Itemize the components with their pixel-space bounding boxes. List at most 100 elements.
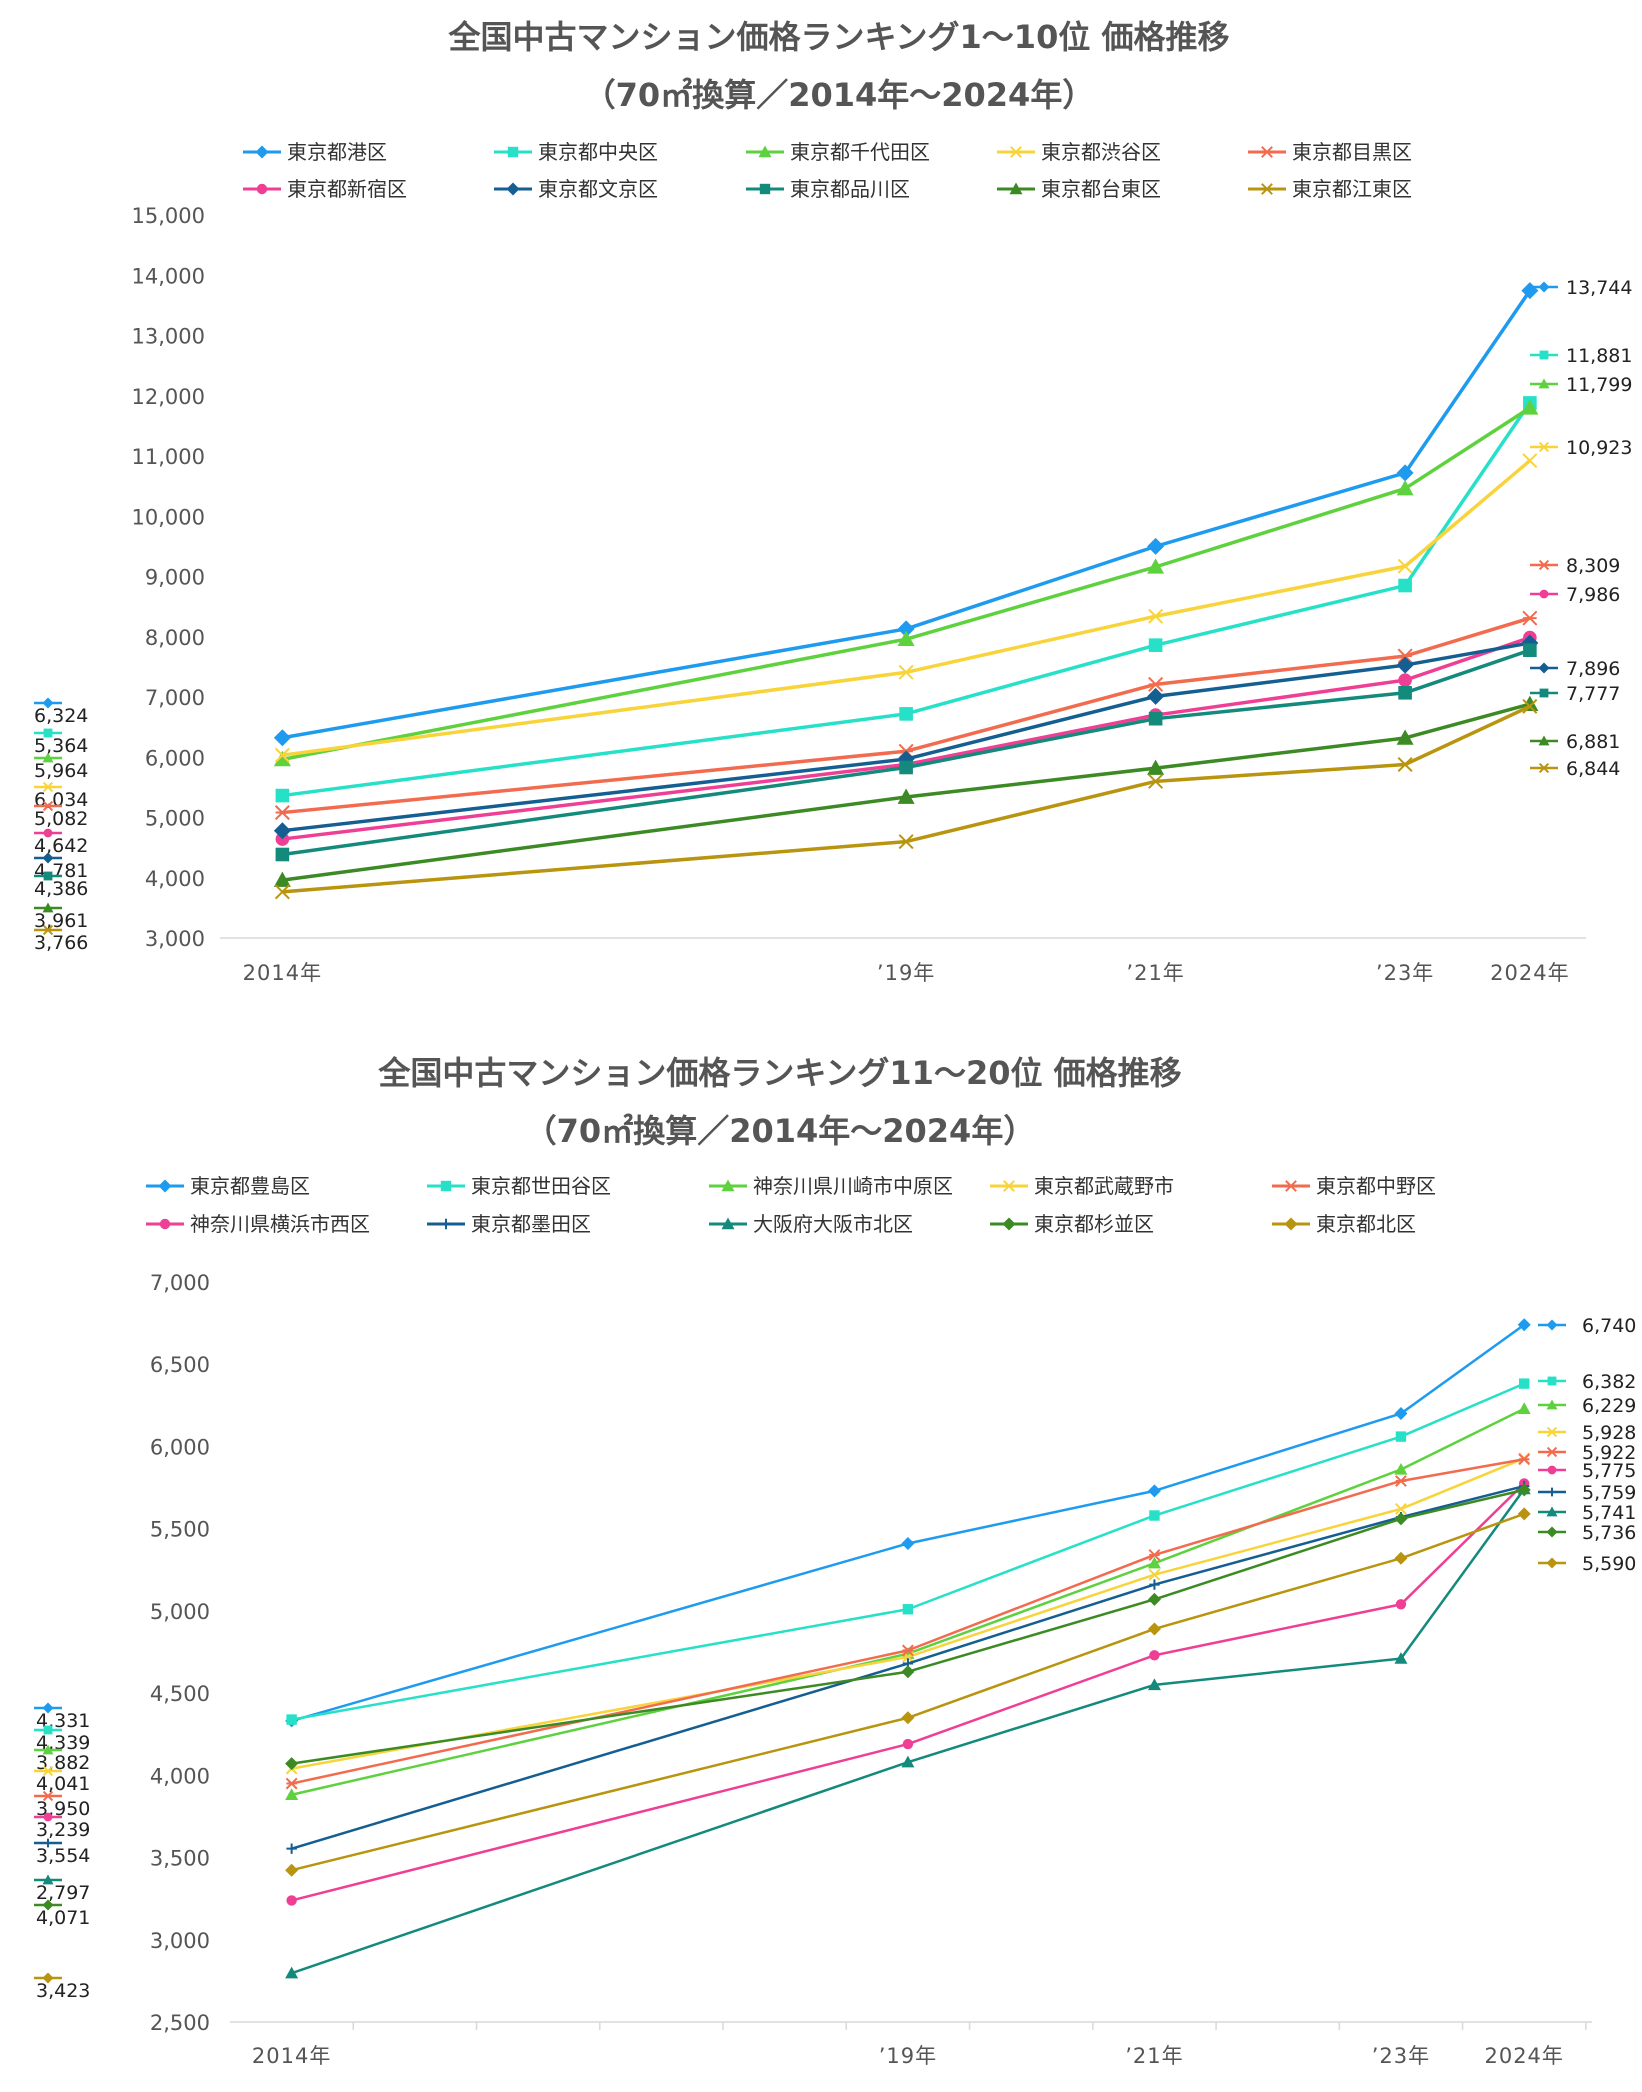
chart1-x-axis: 2014年 ’19年 ’21年 ’23年 2024年: [220, 937, 1586, 985]
chart1-legend-label-7: 東京都文京区: [538, 177, 658, 201]
chart2-start-label-4: 4,041: [34, 1765, 90, 1795]
chart1-legend-item-5: 東京都目黒区: [1248, 140, 1412, 164]
chart2-series-3-point: [285, 1788, 299, 1800]
chart2-legend-label-9: 東京都杉並区: [1034, 1212, 1154, 1236]
chart1-series-7-point: [1147, 687, 1165, 705]
chart1-start-label-8: 4,386: [34, 871, 88, 900]
chart2-start-label-5: 3,950: [34, 1790, 90, 1820]
chart1-legend-marker-7: [506, 182, 520, 196]
chart2-series-7-point: [286, 1843, 297, 1854]
chart2-start-key-marker: [42, 1972, 54, 1984]
chart2-subtitle: （70㎡換算／2014年～2024年）: [525, 1112, 1036, 1150]
chart1-end-key-marker: [1538, 441, 1550, 453]
chart2-end-key-marker: [1547, 1465, 1557, 1475]
chart2-legend-marker-2: [440, 1180, 452, 1192]
chart2-y-tick-label: 5,500: [150, 1518, 210, 1542]
chart2-legend-label-1: 東京都豊島区: [190, 1174, 310, 1198]
chart2-series-9-point: [1394, 1512, 1408, 1526]
chart1-start-key-marker: [42, 852, 54, 864]
chart2-series-10-point: [285, 1863, 299, 1877]
chart2-series-1-point: [1147, 1484, 1161, 1498]
chart2-x-tick-label: ’21年: [1125, 2044, 1183, 2068]
chart1-series-1-point: [1396, 464, 1414, 482]
chart1-series-1-point: [1147, 537, 1165, 555]
chart2-x-tick-label: ’19年: [879, 2044, 937, 2068]
chart2-series-2: [286, 1378, 1530, 1725]
chart2-series: [285, 1318, 1531, 1979]
chart2-series-6-point: [1149, 1650, 1160, 1661]
chart1-y-axis: 3,000 4,000 5,000 6,000 7,000 8,000 9,000 10,00…: [132, 204, 205, 951]
chart2-y-tick-label: 3,000: [150, 1929, 210, 1953]
chart1-series-10-point: [274, 884, 290, 900]
chart2-x-axis: 2014年 ’19年 ’21年 ’23年 2024年: [230, 2021, 1592, 2068]
chart1-end-value: 10,923: [1566, 437, 1632, 459]
chart1-series-10-point: [1148, 773, 1164, 789]
chart1-series-2-point: [899, 707, 913, 721]
chart2-series-6-point: [286, 1895, 297, 1906]
chart2-start-label-7: 3,554: [34, 1838, 90, 1867]
chart1-y-tick-label: 13,000: [132, 325, 205, 349]
chart2-legend-marker-3: [721, 1179, 735, 1192]
chart1-end-label-7: 7,896: [1530, 658, 1620, 680]
chart2-x-tick-label: 2014年: [252, 2044, 331, 2068]
chart1-end-key-marker: [1539, 688, 1549, 698]
chart1-end-label-5: 8,309: [1530, 555, 1620, 577]
chart1-y-tick-label: 14,000: [132, 264, 205, 288]
chart2-y-tick-label: 4,000: [150, 1764, 210, 1788]
chart2-series-2-point: [1519, 1378, 1530, 1389]
chart1-y-tick-label: 9,000: [145, 566, 205, 590]
chart1-start-label-10: 3,766: [34, 924, 88, 954]
chart1-start-value: 5,964: [34, 760, 88, 782]
chart1-series-8-point: [1148, 711, 1163, 726]
chart2-series-1-point: [1517, 1318, 1531, 1332]
chart1-series-8-point: [899, 760, 913, 775]
chart2-end-key-marker: [1546, 1399, 1558, 1410]
chart2-start-key-marker: [43, 1812, 53, 1822]
chart1-series-3-point: [897, 630, 915, 646]
chart2-series-10-point: [1394, 1551, 1408, 1565]
chart1-legend-label-9: 東京都台東区: [1041, 177, 1161, 201]
chart2-x-tick-label: 2024年: [1484, 2044, 1563, 2068]
chart1-legend-label-4: 東京都渋谷区: [1041, 140, 1161, 164]
chart2-end-value: 5,741: [1582, 1502, 1636, 1524]
chart2-start-value: 2,797: [36, 1882, 90, 1904]
chart2-end-label-7: 5,759: [1538, 1482, 1636, 1504]
chart2-y-axis: 2,500 3,000 3,500 4,000 4,500 5,000 5,500 6,000…: [150, 1271, 210, 2035]
chart1-series-9-point: [1396, 729, 1414, 745]
chart1-series: [273, 282, 1539, 900]
chart1-series-5-point: [1522, 610, 1538, 626]
chart1-start-label-3: 5,964: [34, 752, 88, 782]
chart2-end-key-marker: [1546, 1557, 1558, 1569]
chart2-legend-label-7: 東京都墨田区: [471, 1212, 591, 1236]
chart2-series-9-point: [285, 1757, 299, 1771]
chart1-series-2-point: [1398, 578, 1412, 593]
chart1-end-label-1: 13,744: [1530, 277, 1632, 299]
chart1-start-key-marker: [42, 781, 54, 793]
chart1-legend-marker-10: [1261, 183, 1273, 195]
chart2-series-5-point: [285, 1777, 298, 1790]
chart1-series-2-point: [275, 788, 290, 803]
chart2-x-tick-label: ’23年: [1372, 2044, 1430, 2068]
chart2-series-10-point: [1147, 1622, 1161, 1636]
chart2-end-label-9: 5,736: [1538, 1522, 1636, 1544]
chart2-end-key-marker: [1547, 1376, 1557, 1386]
chart2-series-5-point: [1395, 1475, 1407, 1487]
chart1-legend-marker-1: [255, 145, 269, 159]
chart2-series-2-point: [286, 1714, 297, 1725]
chart1-start-labels: 6,3245,3645,9646,0345,0824,6424,7814,386…: [34, 697, 88, 954]
chart2-legend-marker-10: [1284, 1217, 1298, 1231]
chart2-series-9-point: [1147, 1592, 1161, 1606]
chart2-series-5-point: [902, 1644, 914, 1657]
chart-top-ranking-1-10: 全国中古マンション価格ランキング1～10位 価格推移 （70㎡換算／2014年～…: [34, 18, 1632, 985]
chart2-y-tick-label: 2,500: [150, 2011, 210, 2035]
chart1-series-9: [273, 695, 1539, 887]
chart2-legend-label-6: 神奈川県横浜市西区: [190, 1212, 370, 1236]
chart1-end-key-marker: [1538, 735, 1550, 746]
chart2-end-value: 5,928: [1582, 1422, 1636, 1444]
chart2-series-10-point: [1517, 1507, 1531, 1521]
chart2-series-1-point: [901, 1536, 915, 1550]
chart2-legend-marker-1: [158, 1179, 172, 1193]
